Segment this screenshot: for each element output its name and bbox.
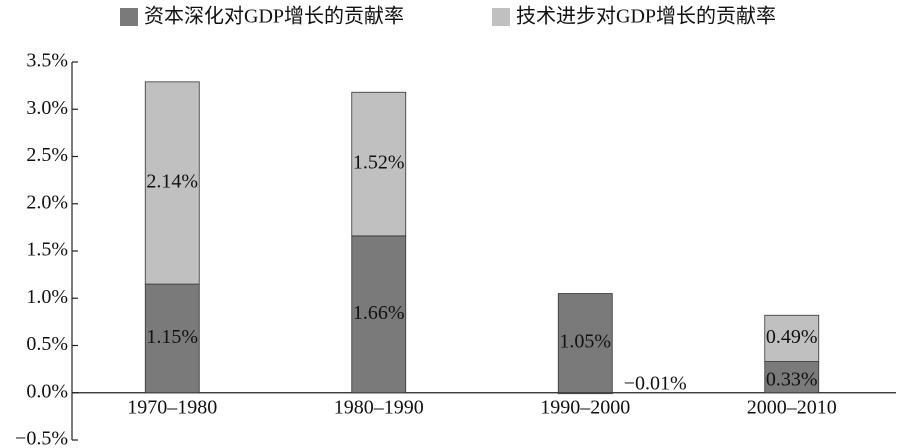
y-tick-label: 3.0% bbox=[26, 97, 68, 119]
bar-segment bbox=[764, 314, 820, 362]
value-label: 1.05% bbox=[559, 331, 611, 353]
bar-segment bbox=[557, 293, 613, 394]
value-label: 0.49% bbox=[766, 326, 818, 348]
value-label: 1.66% bbox=[353, 302, 405, 324]
y-tick-label: 2.5% bbox=[26, 144, 68, 166]
bar-segment bbox=[351, 91, 407, 237]
legend-label: 技术进步对GDP增长的贡献率 bbox=[516, 5, 776, 28]
value-label: 1.52% bbox=[353, 152, 405, 174]
value-label: 0.33% bbox=[766, 368, 818, 390]
bar-segment bbox=[144, 283, 200, 394]
y-tick-label: 2.0% bbox=[26, 191, 68, 213]
x-tick-label: 1990–2000 bbox=[540, 396, 630, 418]
y-tick-label: 0.0% bbox=[26, 380, 68, 402]
bar-segment bbox=[557, 392, 613, 395]
value-label: 2.14% bbox=[146, 171, 198, 193]
bar-segment bbox=[351, 235, 407, 394]
y-tick-label: −0.5% bbox=[15, 428, 68, 448]
x-tick-label: 1980–1990 bbox=[334, 396, 424, 418]
y-tick-label: 0.5% bbox=[26, 333, 68, 355]
y-tick-label: 1.0% bbox=[26, 286, 68, 308]
legend-swatch bbox=[120, 8, 138, 26]
legend-label: 资本深化对GDP增长的贡献率 bbox=[144, 5, 404, 28]
bar-segment bbox=[144, 81, 200, 285]
x-tick-label: 2000–2010 bbox=[747, 396, 837, 418]
value-label: −0.01% bbox=[624, 372, 687, 394]
x-tick-label: 1970–1980 bbox=[127, 396, 217, 418]
y-tick-label: 1.5% bbox=[26, 239, 68, 261]
value-label: 1.15% bbox=[146, 326, 198, 348]
y-tick-label: 3.5% bbox=[26, 50, 68, 72]
legend-swatch bbox=[492, 8, 510, 26]
